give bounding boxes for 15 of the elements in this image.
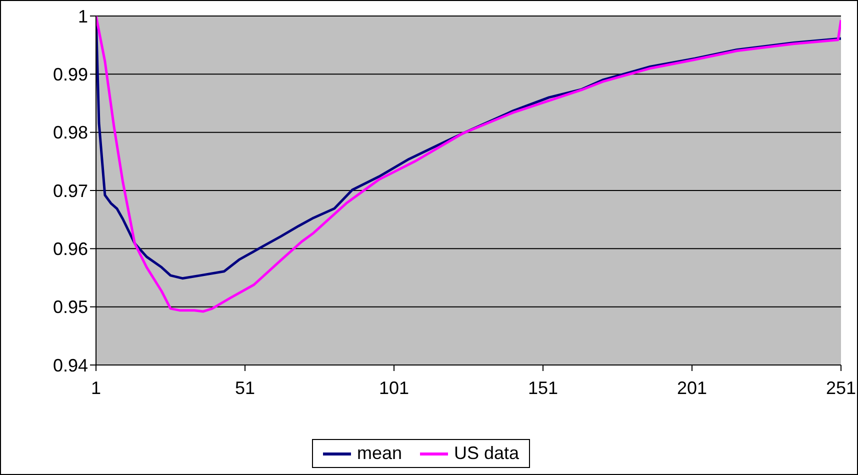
y-tick-label: 0.95 (52, 297, 88, 318)
x-tick-label: 51 (234, 378, 256, 398)
x-tick-label: 101 (378, 378, 410, 398)
x-tick-label: 251 (826, 378, 856, 398)
y-tick-label: 0.94 (52, 355, 88, 376)
y-tick-label: 0.97 (52, 180, 88, 201)
y-tick-label: 1 (78, 6, 88, 26)
x-tick-label: 151 (528, 378, 558, 398)
legend-label: mean (356, 443, 402, 464)
y-tick-label: 0.99 (52, 64, 88, 85)
y-tick-label: 0.96 (52, 239, 88, 260)
y-tick-label: 0.98 (52, 122, 88, 143)
x-tick-label: 1 (90, 378, 102, 398)
legend-label: US data (454, 443, 520, 464)
x-tick-label: 201 (676, 378, 708, 398)
